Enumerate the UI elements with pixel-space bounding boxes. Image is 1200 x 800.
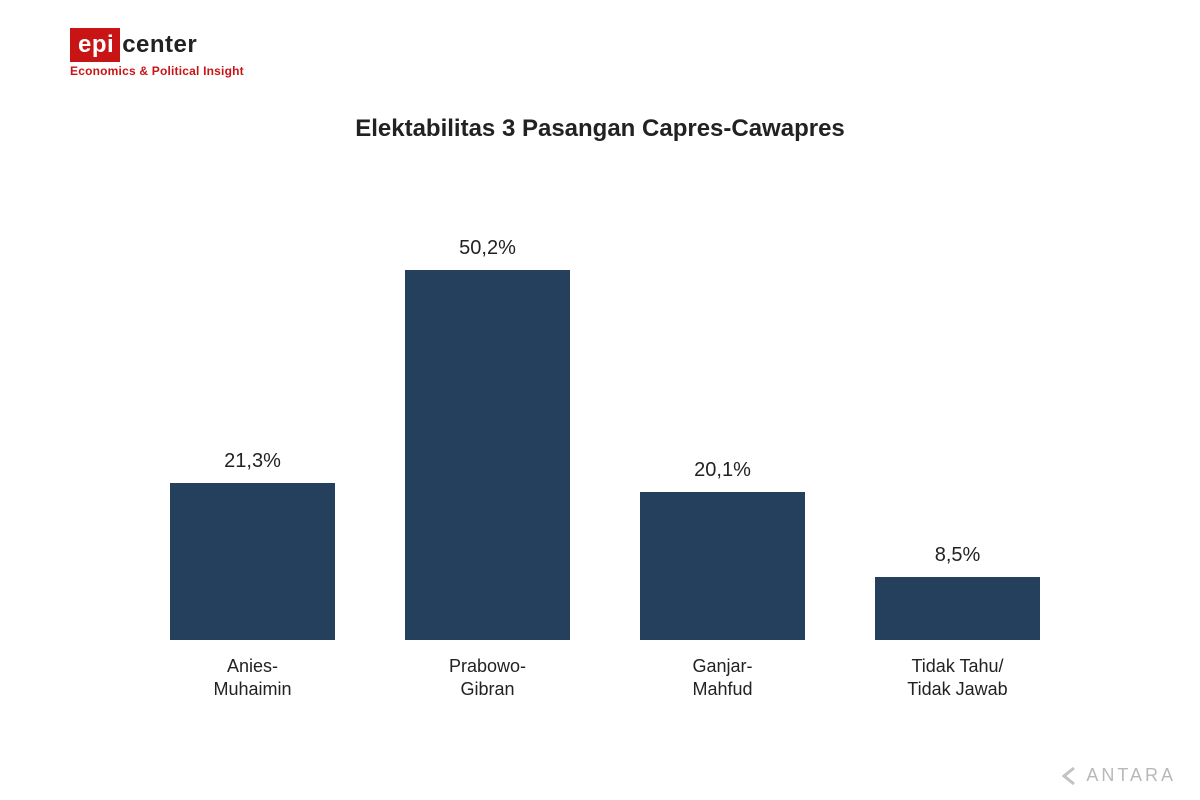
bar-column: 21,3%	[170, 483, 335, 640]
bar-value-label: 50,2%	[405, 237, 570, 260]
bar-column: 20,1%	[640, 492, 805, 640]
x-axis-label: Tidak Tahu/Tidak Jawab	[855, 655, 1060, 700]
bar	[170, 483, 335, 640]
logo-wordmark: epi center	[70, 28, 244, 62]
watermark-text: ANTARA	[1086, 765, 1176, 786]
bar-column: 50,2%	[405, 270, 570, 640]
x-axis-label: Ganjar-Mahfud	[620, 655, 825, 700]
page: epi center Economics & Political Insight…	[0, 0, 1200, 800]
logo-tagline: Economics & Political Insight	[70, 64, 244, 78]
logo-dark-part: center	[120, 28, 197, 62]
bar-value-label: 20,1%	[640, 459, 805, 482]
x-axis-label: Anies-Muhaimin	[150, 655, 355, 700]
watermark: ANTARA	[1060, 765, 1176, 786]
logo: epi center Economics & Political Insight	[70, 28, 244, 78]
logo-red-part: epi	[70, 28, 120, 62]
bar	[875, 577, 1040, 640]
bar-plot-area: 21,3% 50,2% 20,1% 8,5%	[170, 210, 1040, 640]
chevron-left-icon	[1060, 766, 1080, 786]
bar	[405, 270, 570, 640]
bar-value-label: 8,5%	[875, 544, 1040, 567]
bar-chart: 21,3% 50,2% 20,1% 8,5%	[170, 210, 1040, 640]
chart-title: Elektabilitas 3 Pasangan Capres-Cawapres	[0, 115, 1200, 143]
bar-value-label: 21,3%	[170, 450, 335, 473]
bar	[640, 492, 805, 640]
x-axis-label: Prabowo-Gibran	[385, 655, 590, 700]
bar-column: 8,5%	[875, 577, 1040, 640]
